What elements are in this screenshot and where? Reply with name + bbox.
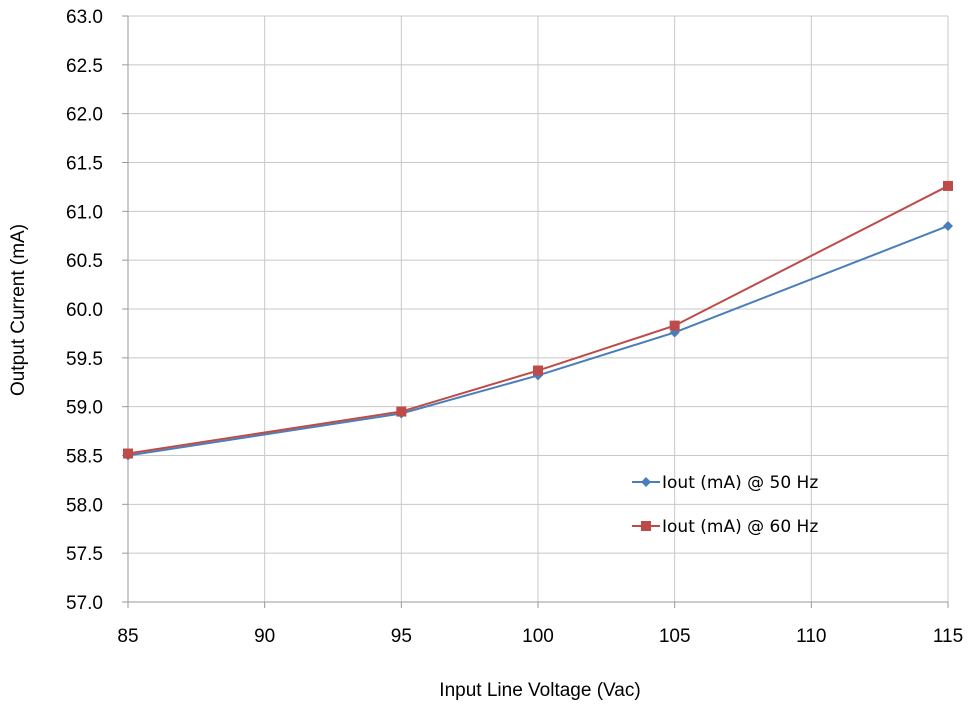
y-tick-label: 62.5 [66,56,103,77]
y-tick-label: 58.5 [66,447,103,468]
data-point [533,365,543,376]
y-tick-label: 58.0 [66,495,103,516]
legend-item-2: Iout (mA) @ 60 Hz [632,517,818,537]
legend-label: Iout (mA) @ 50 Hz [662,473,818,493]
tick-labels: 57.0 57.5 58.0 58.5 59.0 59.5 60.0 60.5 61.0 61.5… [66,7,963,647]
series-2 [123,180,953,459]
axes [122,15,949,608]
x-tick-label: 90 [254,626,275,647]
legend-marker [641,477,651,487]
y-tick-label: 63.0 [66,7,103,28]
data-point [943,180,953,191]
grid-lines [127,15,949,603]
data-point [943,220,953,231]
x-tick-label: 100 [522,626,554,647]
y-tick-label: 60.5 [66,251,103,272]
y-tick-label: 61.0 [66,202,103,223]
legend-label: Iout (mA) @ 60 Hz [662,517,818,537]
x-tick-label: 95 [391,626,412,647]
y-tick-label: 59.5 [66,349,103,370]
x-axis-title: Input Line Voltage (Vac) [439,680,640,701]
data-point [396,406,407,417]
y-tick-label: 61.5 [66,154,103,175]
data-point [669,320,680,331]
y-tick-label: 62.0 [66,105,103,126]
y-tick-label: 60.0 [66,300,103,321]
data-point [123,448,133,459]
y-tick-label: 59.0 [66,398,103,419]
y-axis-title: Output Current (mA) [8,224,29,396]
legend: Iout (mA) @ 50 Hz Iout (mA) @ 60 Hz [632,473,818,537]
x-tick-label: 115 [933,626,963,647]
y-tick-label: 57.0 [66,593,103,614]
series-lines [123,180,953,461]
y-tick-label: 57.5 [66,544,103,565]
legend-item-1: Iout (mA) @ 50 Hz [632,473,818,493]
x-tick-label: 85 [117,626,138,647]
legend-marker [641,521,651,531]
x-tick-label: 105 [659,626,691,647]
x-tick-label: 110 [796,626,826,647]
